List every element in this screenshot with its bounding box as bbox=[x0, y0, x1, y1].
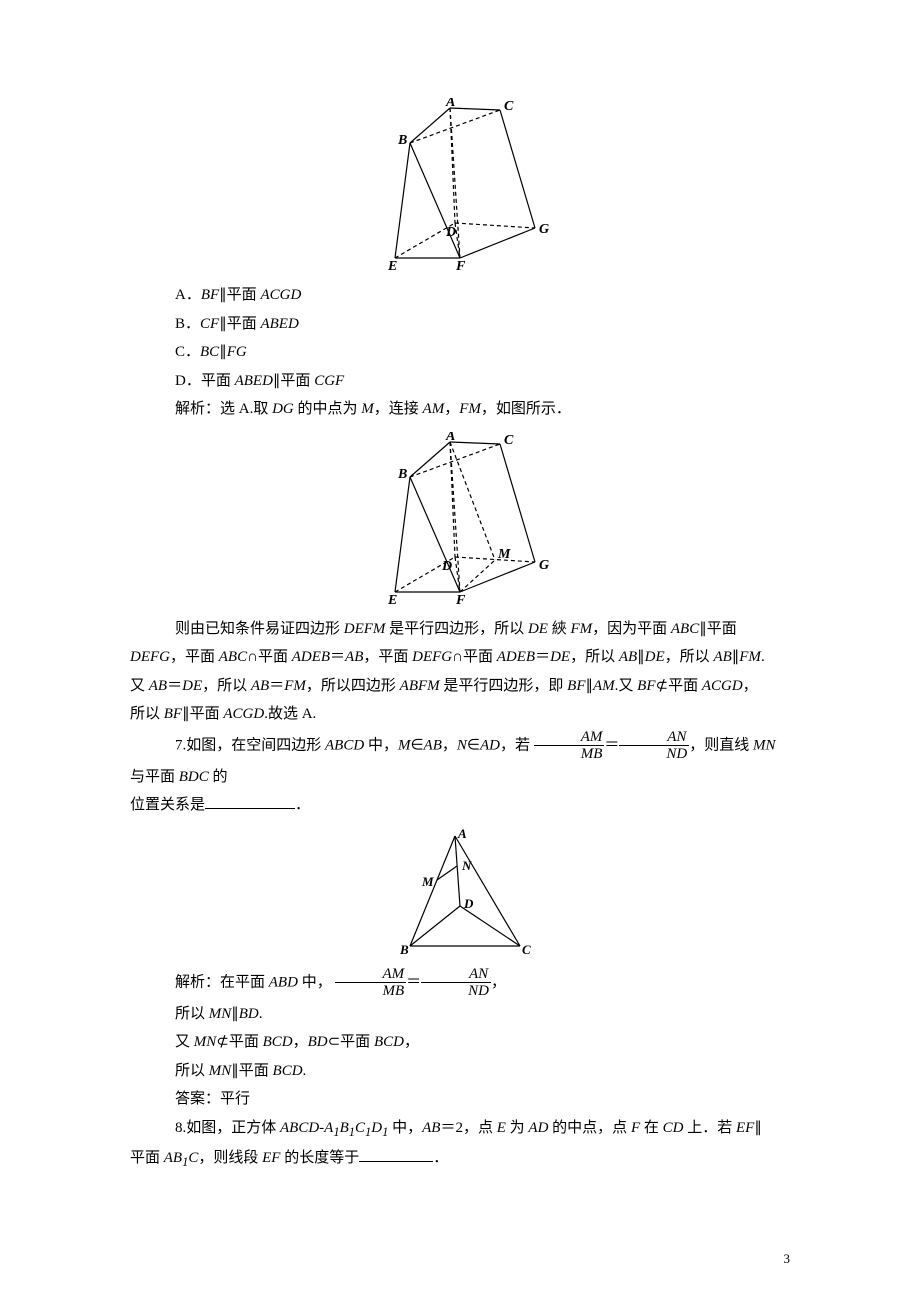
svg-text:B: B bbox=[399, 942, 409, 957]
lbl-E: E bbox=[387, 259, 397, 273]
line2: 所以 MN∥BD. bbox=[130, 1000, 790, 1029]
svg-text:F: F bbox=[455, 593, 466, 607]
lbl-B: B bbox=[397, 133, 407, 148]
lbl-F: F bbox=[455, 259, 466, 273]
svg-text:M: M bbox=[497, 547, 511, 562]
figure-2: A C B D M G E F bbox=[360, 432, 560, 607]
option-d: D．平面 ABED∥平面 CGF bbox=[130, 367, 790, 396]
line3: 又 MN⊄平面 BCD，BD⊂平面 BCD， bbox=[130, 1028, 790, 1057]
svg-text:A: A bbox=[457, 828, 467, 841]
svg-text:D: D bbox=[441, 559, 452, 574]
svg-text:D: D bbox=[463, 896, 474, 911]
blank-1 bbox=[205, 793, 295, 809]
figure-3: A N M D B C bbox=[380, 828, 540, 958]
expl2: 解析：在平面 ABD 中， AMMB＝ANND， bbox=[130, 966, 790, 1000]
para1: 则由已知条件易证四边形 DEFM 是平行四边形，所以 DE 綊 FM，因为平面 … bbox=[130, 615, 790, 644]
question-8: 8.如图，正方体 ABCD­-A1B1C1D1 中，AB＝2，点 E 为 AD … bbox=[130, 1114, 790, 1145]
svg-text:N: N bbox=[461, 858, 472, 873]
explanation-intro: 解析：选 A.取 DG 的中点为 M，连接 AM，FM，如图所示． bbox=[130, 395, 790, 424]
svg-text:C: C bbox=[504, 433, 514, 448]
svg-text:A: A bbox=[445, 432, 455, 444]
svg-text:E: E bbox=[387, 593, 397, 607]
para3: 又 AB＝DE，所以 AB＝FM，所以四边形 ABFM 是平行四边形，即 BF∥… bbox=[130, 672, 790, 701]
svg-text:G: G bbox=[539, 558, 549, 573]
lbl-G: G bbox=[539, 222, 549, 237]
answer-line: 答案：平行 bbox=[130, 1085, 790, 1114]
para2: DEFG，平面 ABC∩平面 ADEB＝AB，平面 DEFG∩平面 ADEB＝D… bbox=[130, 643, 790, 672]
question-7: 7.如图，在空间四边形 ABCD 中，M∈AB，N∈AD，若 AMMB＝ANND… bbox=[130, 729, 790, 792]
lbl-C: C bbox=[504, 99, 514, 114]
svg-text:M: M bbox=[421, 874, 434, 889]
page-number: 3 bbox=[784, 1247, 791, 1272]
option-b: B．CF∥平面 ABED bbox=[130, 310, 790, 339]
lbl-A: A bbox=[445, 98, 455, 110]
line4: 所以 MN∥平面 BCD. bbox=[130, 1057, 790, 1086]
lbl-D: D bbox=[445, 225, 456, 240]
question-7b: 位置关系是． bbox=[130, 791, 790, 820]
blank-2 bbox=[359, 1146, 433, 1162]
figure-1: A C B D G E F bbox=[360, 98, 560, 273]
option-a: A．BF∥平面 ACGD bbox=[130, 281, 790, 310]
question-8b: 平面 AB1C，则线段 EF 的长度等于． bbox=[130, 1144, 790, 1175]
option-c: C．BC∥FG bbox=[130, 338, 790, 367]
para4: 所以 BF∥平面 ACGD.故选 A. bbox=[130, 700, 790, 729]
svg-text:B: B bbox=[397, 467, 407, 482]
svg-text:C: C bbox=[522, 942, 531, 957]
